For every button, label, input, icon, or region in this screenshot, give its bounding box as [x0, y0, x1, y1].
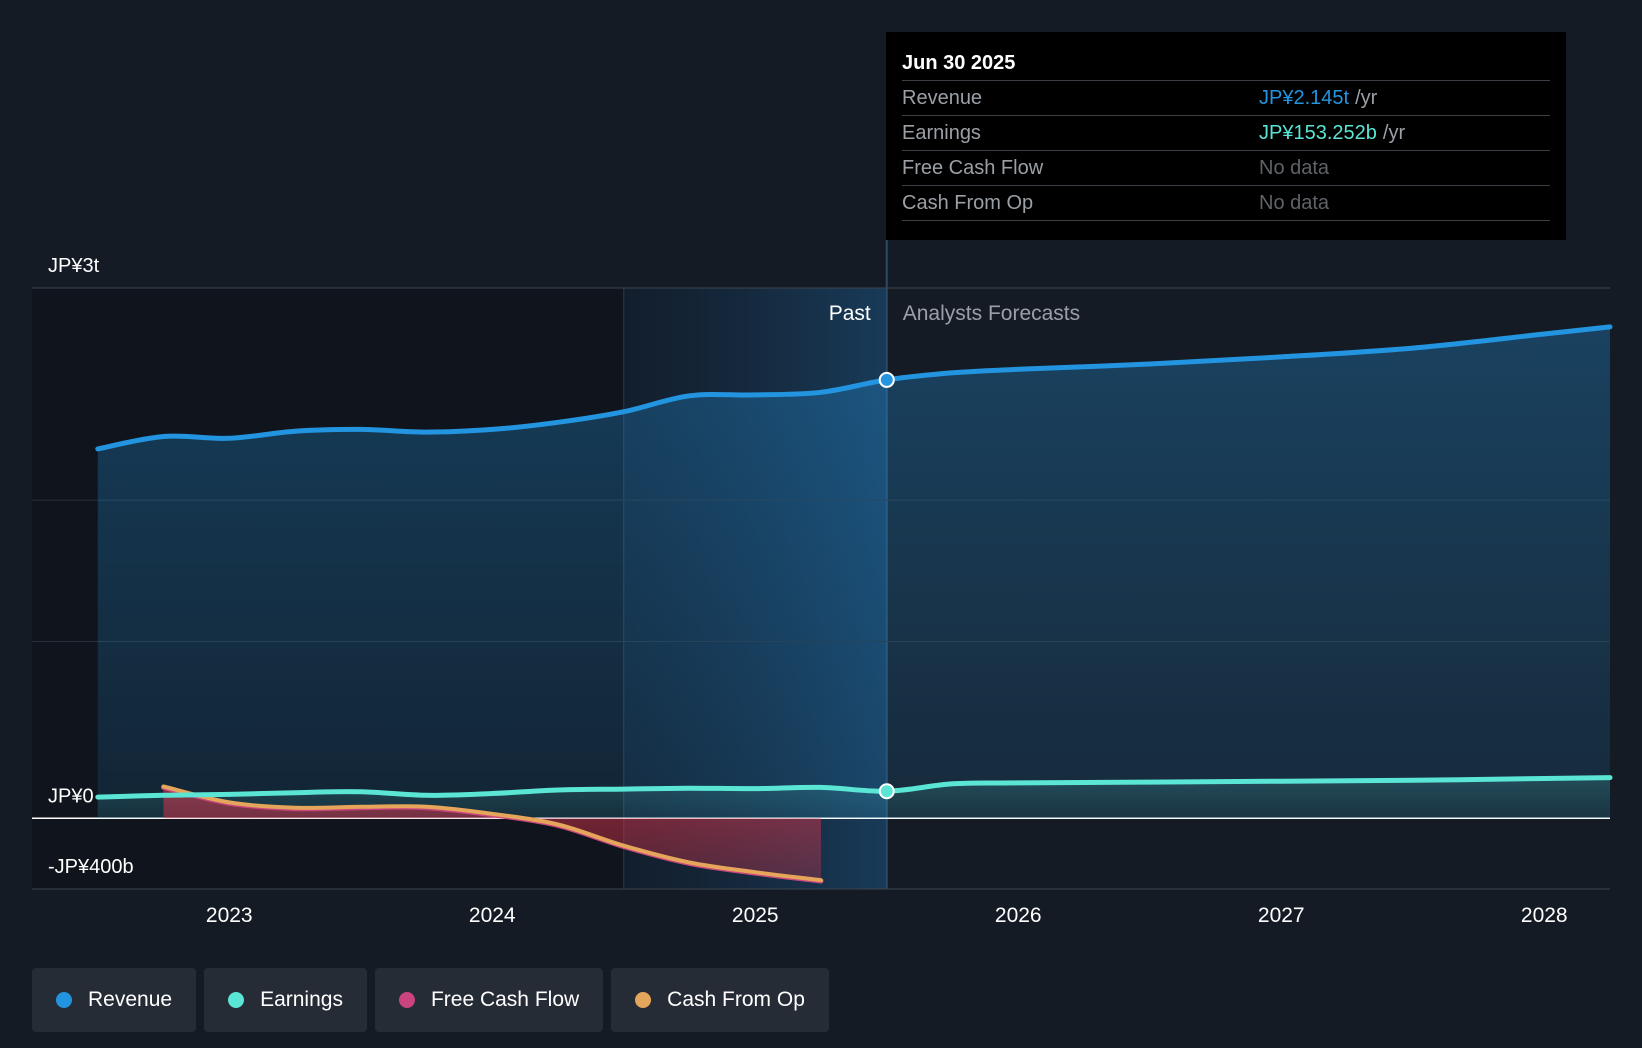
revenue-line: [95, 324, 1613, 452]
tooltip-date: Jun 30 2025: [902, 52, 1016, 74]
x-tick-label: 2027: [1258, 904, 1305, 927]
past-label: Past: [829, 302, 871, 325]
tooltip-fcf-value: No data: [1259, 157, 1330, 179]
y-tick-label: -JP¥400b: [48, 856, 134, 878]
tooltip-earnings-label: Earnings: [902, 122, 981, 144]
tooltip-cfo-label: Cash From Op: [902, 192, 1034, 214]
revenue-marker: [878, 371, 895, 388]
cfo-line: [161, 784, 823, 883]
revenue-dot-icon: [56, 992, 72, 1008]
tooltip-revenue-label: Revenue: [902, 87, 983, 109]
tooltip: Jun 30 2025 Revenue JP¥2.145t /yr Earnin…: [886, 32, 1566, 240]
y-tick-label: JP¥3t: [48, 255, 100, 277]
legend-item-cfo[interactable]: Cash From Op: [611, 968, 829, 1032]
cfo-dot-icon: [635, 992, 652, 1008]
legend-cfo-label: Cash From Op: [667, 988, 805, 1011]
revenue-area: [97, 326, 1610, 819]
tooltip-row-revenue: Revenue JP¥2.145t /yr: [902, 80, 1550, 115]
x-tick-label: 2025: [732, 904, 779, 927]
tooltip-fcf-label: Free Cash Flow: [902, 157, 1044, 179]
legend-item-fcf[interactable]: Free Cash Flow: [374, 968, 604, 1032]
earnings-area: [97, 777, 1610, 819]
legend-fcf-label: Free Cash Flow: [430, 988, 580, 1011]
fcf-dot-icon: [398, 992, 415, 1008]
earnings-marker: [878, 783, 895, 800]
y-tick-label: JP¥0: [48, 785, 94, 807]
tooltip-revenue-value: JP¥2.145t: [1259, 87, 1350, 109]
earnings-line: [95, 775, 1613, 800]
x-tick-label: 2028: [1521, 904, 1568, 927]
tooltip-row-cfo: Cash From Op No data: [902, 185, 1550, 221]
x-tick-label: 2026: [995, 904, 1042, 927]
tooltip-row-earnings: Earnings JP¥153.252b /yr: [902, 115, 1550, 150]
legend-item-revenue[interactable]: Revenue: [32, 968, 197, 1032]
tooltip-earnings-suffix: /yr: [1382, 122, 1406, 144]
legend: Revenue Earnings Free Cash Flow Cash Fro…: [32, 968, 829, 1032]
legend-item-earnings[interactable]: Earnings: [204, 968, 367, 1032]
tooltip-earnings-value: JP¥153.252b: [1259, 122, 1377, 144]
tooltip-row-fcf: Free Cash Flow No data: [902, 150, 1550, 185]
x-tick-label: 2024: [469, 904, 516, 927]
legend-earnings-label: Earnings: [260, 988, 343, 1011]
forecast-label: Analysts Forecasts: [903, 302, 1080, 325]
tooltip-cfo-value: No data: [1259, 192, 1330, 214]
tooltip-revenue-suffix: /yr: [1355, 87, 1378, 109]
x-tick-label: 2023: [206, 904, 253, 927]
earnings-dot-icon: [228, 992, 245, 1008]
legend-revenue-label: Revenue: [88, 988, 173, 1011]
